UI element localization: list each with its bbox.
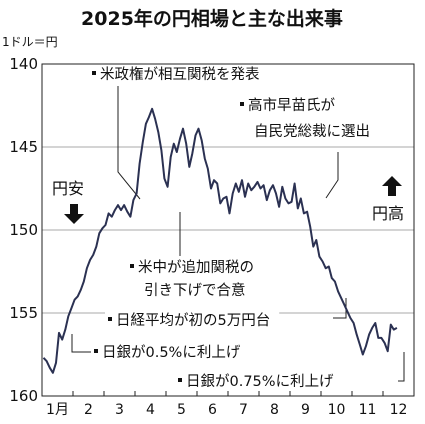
annotation-bg-5	[105, 311, 280, 330]
annotation-leader-1	[325, 152, 339, 199]
y-tick-155: 155	[9, 304, 38, 322]
annotation-bg-4	[141, 281, 247, 300]
x-tick-8: 8	[270, 402, 279, 418]
annotation-leader-6	[71, 334, 94, 353]
annotation-3: 米中が追加関税の	[138, 259, 254, 276]
annotation-6: 日銀が0.5%に利上げ	[102, 344, 241, 361]
annotation-0: 米政権が相互関税を発表	[100, 66, 260, 83]
annotation-bg-1	[237, 96, 341, 115]
x-tick-labels: 1月 2 3 4 5 6 7 8 9 10 11 12	[46, 391, 407, 418]
annotation-leader-5	[333, 298, 347, 319]
annotation-bg-3	[127, 258, 259, 277]
x-tick-1: 1月	[46, 402, 69, 418]
annotation-bg-7	[175, 372, 364, 391]
x-tick-4: 4	[146, 402, 155, 418]
annotation-bg-6	[91, 343, 266, 362]
weak-yen-label: 円安	[52, 179, 84, 198]
x-tick-3: 3	[115, 402, 124, 418]
annotation-5: 日経平均が初の5万円台	[116, 312, 270, 329]
strong-yen-label: 円高	[372, 204, 404, 223]
y-tick-160: 160	[9, 387, 38, 405]
x-tick-7: 7	[239, 402, 248, 418]
annotation-1: 高市早苗氏が	[248, 97, 335, 114]
annotation-bullet-0	[92, 71, 96, 75]
y-axis-unit: 1ドル＝円	[2, 35, 58, 49]
annotation-bullet-6	[94, 349, 98, 353]
strong-yen-indicator: 円高	[372, 176, 404, 223]
x-tick-6: 6	[208, 402, 217, 418]
x-tick-2: 2	[84, 402, 93, 418]
annotation-leader-7	[398, 352, 405, 382]
annotation-leader-0	[117, 86, 141, 200]
annotation-bullet-3	[130, 264, 134, 268]
annotation-bullet-1	[240, 102, 244, 106]
x-tick-5: 5	[177, 402, 186, 418]
chart-title: 2025年の円相場と主な出来事	[81, 7, 343, 30]
x-tick-11: 11	[359, 402, 377, 418]
x-tick-10: 10	[328, 402, 346, 418]
y-tick-145: 145	[9, 138, 38, 156]
annotation-bullet-5	[108, 317, 112, 321]
arrow-up-icon	[382, 176, 402, 196]
x-tick-12: 12	[390, 402, 408, 418]
annotation-7: 日銀が0.75%に利上げ	[186, 373, 334, 390]
y-tick-140: 140	[9, 55, 38, 73]
annotation-bg-0	[89, 65, 264, 84]
y-tick-labels: 140 145 150 155 160	[9, 55, 38, 405]
annotation-bg-2	[251, 122, 371, 141]
annotation-bullet-7	[178, 378, 182, 382]
series-line-usdjpy	[42, 107, 398, 374]
annotation-4: 引き下げで合意	[144, 281, 246, 299]
weak-yen-indicator: 円安	[52, 179, 84, 224]
y-tick-150: 150	[9, 221, 38, 239]
arrow-down-icon	[64, 204, 84, 224]
annotations: 米政権が相互関税を発表高市早苗氏が自民党総裁に選出米中が追加関税の引き下げで合意…	[89, 65, 371, 391]
annotation-leader-lines	[71, 86, 405, 382]
x-tick-9: 9	[301, 402, 310, 418]
annotation-2: 自民党総裁に選出	[254, 123, 370, 140]
